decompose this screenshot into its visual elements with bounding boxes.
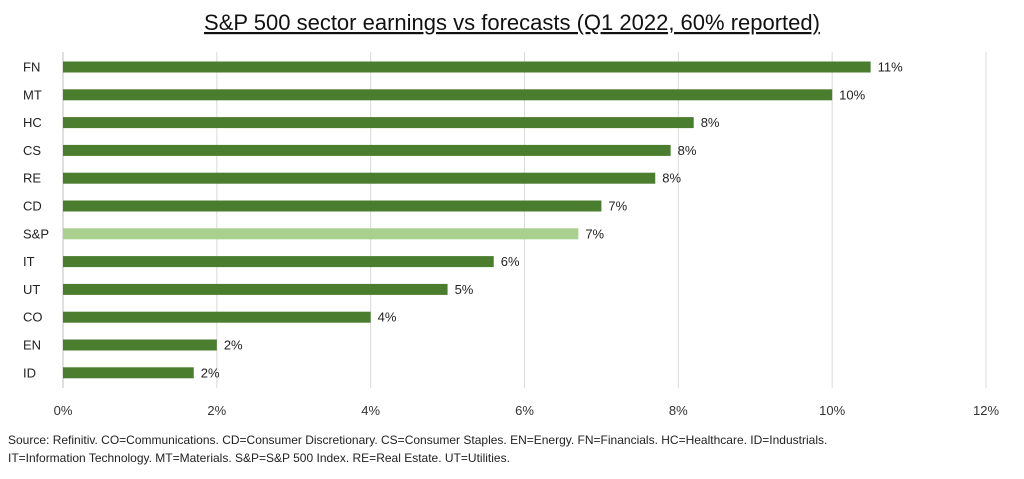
data-label: 8%: [701, 115, 720, 130]
category-label: CO: [23, 310, 43, 325]
x-tick-label: 2%: [207, 403, 226, 418]
data-label: 8%: [662, 171, 681, 186]
category-label: IT: [23, 254, 35, 269]
bar: [63, 311, 371, 323]
x-tick-label: 6%: [515, 403, 534, 418]
data-label: 11%: [878, 60, 903, 75]
category-label: MT: [23, 87, 42, 102]
data-label: 7%: [608, 199, 627, 214]
data-labels: 11% 10% 8% 8% 8% 7% 7% 6% 5% 4% 2% 2%: [201, 60, 903, 381]
data-label: 2%: [201, 365, 220, 380]
bar: [63, 256, 494, 268]
category-label: RE: [23, 171, 41, 186]
data-label: 2%: [224, 338, 243, 353]
category-label: HC: [23, 115, 42, 130]
category-label: ID: [23, 365, 36, 380]
x-tick-label: 10%: [819, 403, 845, 418]
x-tick-label: 8%: [669, 403, 688, 418]
data-label: 5%: [455, 282, 474, 297]
bar: [63, 200, 602, 212]
bar: [63, 117, 694, 129]
source-line-1: Source: Refinitiv. CO=Communications. CD…: [8, 433, 828, 447]
data-label: 6%: [501, 254, 520, 269]
bar: [63, 367, 194, 379]
bar: [63, 172, 656, 184]
category-label: EN: [23, 338, 41, 353]
bar-series: [63, 61, 871, 379]
category-label: CS: [23, 143, 41, 158]
bar: [63, 283, 448, 295]
category-label: CD: [23, 199, 42, 214]
sector-earnings-chart: S&P 500 sector earnings vs forecasts (Q1…: [23, 10, 1000, 418]
x-tick-label: 0%: [54, 403, 73, 418]
x-axis-ticks: 0% 2% 4% 6% 8% 10% 12%: [54, 403, 1000, 418]
source-line-2: IT=Information Technology. MT=Materials.…: [8, 451, 510, 465]
data-label: 7%: [585, 226, 604, 241]
category-label: FN: [23, 60, 40, 75]
data-label: 8%: [678, 143, 697, 158]
bar: [63, 144, 671, 156]
grid-lines: [62, 52, 987, 388]
x-tick-label: 4%: [361, 403, 380, 418]
source-note: Source: Refinitiv. CO=Communications. CD…: [8, 431, 1018, 467]
bar: [63, 228, 579, 240]
bar: [63, 61, 871, 73]
data-label: 10%: [839, 87, 865, 102]
x-tick-label: 12%: [973, 403, 999, 418]
chart-title: S&P 500 sector earnings vs forecasts (Q1…: [204, 10, 820, 35]
bar: [63, 89, 833, 101]
bar: [63, 339, 217, 351]
category-labels: FN MT HC CS RE CD S&P IT UT CO EN ID: [23, 60, 49, 381]
category-label: S&P: [23, 226, 49, 241]
data-label: 4%: [378, 310, 397, 325]
category-label: UT: [23, 282, 40, 297]
